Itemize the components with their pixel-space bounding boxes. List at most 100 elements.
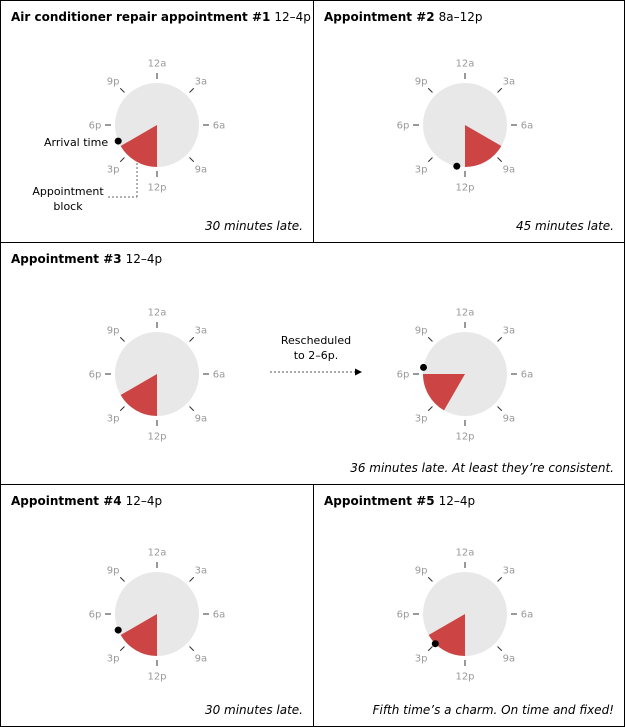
hour-tick [189, 157, 195, 163]
appointment-block-wedge [120, 125, 157, 167]
clock-appointment-3-rescheduled: 12a 3a 6a 9a 12p 3p 6p 9p [397, 308, 534, 443]
hour-label: 6a [521, 370, 534, 381]
hour-tick [189, 646, 195, 652]
clock-appointment-3-original: 12a 3a 6a 9a 12p 3p 6p 9p [89, 308, 226, 443]
hour-tick [497, 87, 503, 93]
hour-label: 6p [397, 121, 410, 132]
hour-tick [189, 576, 195, 582]
hour-label: 12a [148, 59, 167, 70]
hour-label: 3a [195, 77, 208, 88]
panel-appointment-3: Appointment #3 12–4p 36 minutes late. At … [0, 242, 625, 485]
arrival-dot [431, 640, 439, 648]
hour-label: 6a [521, 121, 534, 132]
appointment-block-wedge [120, 614, 157, 656]
panel-appointment-1: Air conditioner repair appointment #1 12–… [0, 0, 314, 243]
hour-tick [119, 646, 125, 652]
hour-tick [119, 87, 125, 93]
hour-tick [427, 87, 433, 93]
clock-appointment-2: 12a 3a 6a 9a 12p 3p 6p 9p [397, 59, 534, 194]
hour-tick [119, 336, 125, 342]
clock-appointment-5: 12a 3a 6a 9a 12p 3p 6p 9p [397, 548, 534, 683]
hour-label: 6a [213, 121, 226, 132]
hour-label: 9p [107, 566, 120, 577]
panel-title: Appointment #4 12–4p [11, 494, 163, 508]
hour-label: 9a [195, 413, 208, 424]
hour-tick [427, 576, 433, 582]
hour-tick [427, 406, 433, 412]
arrival-dot [420, 363, 428, 371]
panel-caption: 30 minutes late. [204, 219, 303, 233]
hour-label: 6p [89, 370, 102, 381]
hour-label: 12p [455, 672, 474, 683]
hour-label: 3a [195, 326, 208, 337]
hour-label: 3p [415, 653, 428, 664]
hour-label: 3a [503, 326, 516, 337]
hour-label: 3p [107, 653, 120, 664]
hour-label: 12a [456, 308, 475, 319]
appointment-block-wedge [120, 374, 157, 416]
hour-tick [497, 576, 503, 582]
clock-appointment-4: 12a 3a 6a 9a 12p 3p 6p 9p [89, 548, 226, 683]
arrival-dot [453, 162, 461, 170]
hour-label: 3a [503, 77, 516, 88]
panel-title: Appointment #2 8a–12p [324, 10, 483, 24]
hour-tick [497, 157, 503, 163]
hour-label: 6p [397, 610, 410, 621]
hour-tick [189, 336, 195, 342]
hour-label: 12a [148, 548, 167, 559]
hour-tick [189, 406, 195, 412]
hour-label: 3p [107, 413, 120, 424]
panel-title: Air conditioner repair appointment #1 12–… [11, 10, 311, 24]
hour-label: 9a [195, 164, 208, 175]
hour-label: 9p [415, 566, 428, 577]
hour-label: 12a [456, 548, 475, 559]
hour-label: 3p [415, 164, 428, 175]
hour-tick [427, 336, 433, 342]
panel-caption: Fifth time’s a charm. On time and fixed! [372, 703, 614, 717]
panel-caption: 36 minutes late. At least they’re consis… [350, 461, 614, 475]
panel-caption: 30 minutes late. [204, 703, 303, 717]
hour-label: 6p [89, 610, 102, 621]
panel-caption: 45 minutes late. [515, 219, 614, 233]
hour-label: 6p [89, 121, 102, 132]
hour-label: 6p [397, 370, 410, 381]
hour-label: 12a [456, 59, 475, 70]
hour-label: 9a [503, 413, 516, 424]
reschedule-arrow-head [355, 368, 362, 376]
hour-tick [427, 157, 433, 163]
rescheduled-label: Rescheduled to 2–6p. [280, 334, 352, 362]
hour-label: 12p [147, 432, 166, 443]
hour-tick [497, 336, 503, 342]
hour-label: 9p [107, 77, 120, 88]
arrival-dot [114, 137, 122, 145]
appointment-block-wedge [465, 125, 502, 167]
appointment-block-wedge [423, 374, 465, 411]
hour-tick [119, 406, 125, 412]
hour-tick [497, 646, 503, 652]
hour-tick [497, 406, 503, 412]
hour-label: 3a [503, 566, 516, 577]
hour-label: 9p [415, 326, 428, 337]
hour-label: 3a [195, 566, 208, 577]
arrival-time-label: Arrival time [44, 136, 109, 149]
panel-title: Appointment #3 12–4p [11, 252, 163, 266]
hour-label: 12p [147, 672, 166, 683]
hour-label: 9p [415, 77, 428, 88]
hour-label: 9p [107, 326, 120, 337]
hour-label: 3p [107, 164, 120, 175]
hour-label: 9a [503, 164, 516, 175]
hour-label: 9a [195, 653, 208, 664]
hour-label: 12a [148, 308, 167, 319]
hour-label: 12p [147, 183, 166, 194]
hour-label: 3p [415, 413, 428, 424]
hour-label: 12p [455, 432, 474, 443]
hour-label: 9a [503, 653, 516, 664]
hour-label: 6a [213, 370, 226, 381]
appointment-block-label: Appointment block [32, 185, 104, 213]
hour-label: 6a [521, 610, 534, 621]
hour-label: 12p [455, 183, 474, 194]
clock-appointment-1: 12a 3a 6a 9a 12p 3p 6p 9p [89, 59, 226, 194]
hour-label: 6a [213, 610, 226, 621]
hour-tick [119, 576, 125, 582]
arrival-dot [114, 626, 122, 634]
